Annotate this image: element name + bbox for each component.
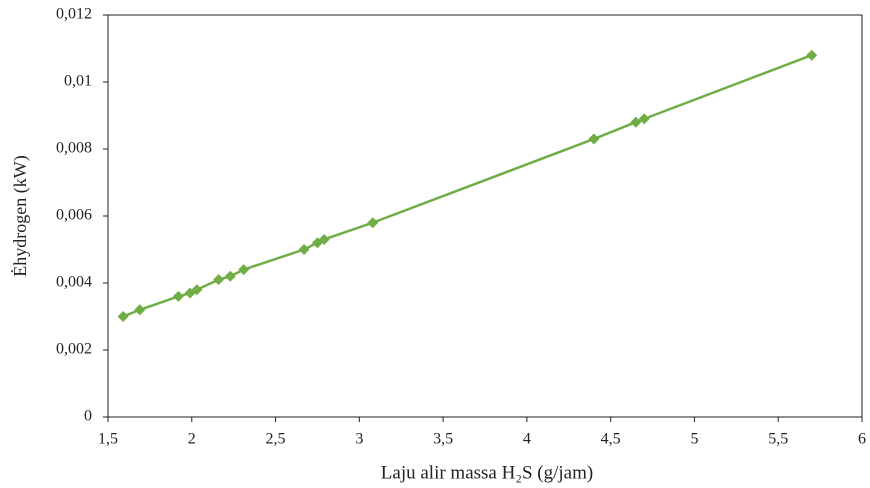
data-point [630,116,642,128]
data-point [224,270,236,282]
plot-frame [107,14,863,418]
x-tick-label: 2 [188,431,196,448]
data-point [213,274,225,286]
y-tick-label: 0,01 [64,73,92,90]
data-point [172,290,184,302]
y-tick-label: 0,012 [56,6,92,23]
data-line [122,54,813,318]
y-tick-label: 0,002 [56,341,92,358]
data-point [117,311,129,322]
y-tick-label: 0,008 [56,140,92,157]
x-tick-label: 4 [523,431,531,448]
x-tick-label: 6 [858,431,866,448]
data-point [588,133,600,145]
y-tick-label: 0,004 [56,274,92,291]
y-axis-label: Ėhydrogen (kW) [10,155,31,276]
data-point [367,217,379,229]
x-tick-label: 5 [690,431,698,448]
data-point [298,244,310,255]
data-point [806,49,818,61]
data-point [318,233,330,245]
x-tick-label: 1,5 [98,431,118,448]
x-tick-label: 2,5 [266,431,286,448]
y-tick-label: 0 [84,408,92,425]
x-tick-label: 4,5 [601,431,621,448]
x-tick-label: 5,5 [768,431,788,448]
x-tick-label: 3,5 [433,431,453,448]
data-point [134,304,146,316]
data-point [191,284,203,296]
y-tick-label: 0,006 [56,207,92,224]
x-axis-label: Laju alir massa H₂S (g/jam) [381,462,593,483]
x-tick-label: 3 [355,431,363,448]
data-point [238,264,250,276]
data-point [638,113,650,125]
